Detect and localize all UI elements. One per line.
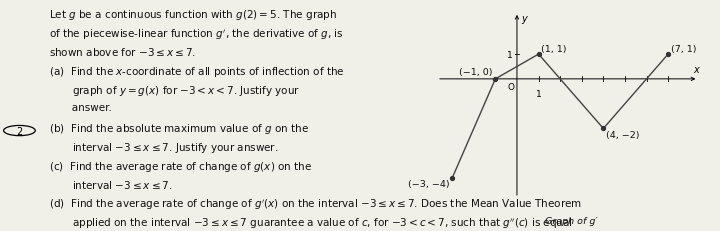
Text: x: x (693, 65, 699, 75)
Text: (a)  Find the $x$-coordinate of all points of inflection of the: (a) Find the $x$-coordinate of all point… (49, 65, 345, 79)
Text: (d)  Find the average rate of change of $g'(x)$ on the interval $-3 \leq x \leq : (d) Find the average rate of change of $… (49, 196, 582, 211)
Text: (1, 1): (1, 1) (541, 45, 566, 54)
Text: interval $-3 \leq x \leq 7$.: interval $-3 \leq x \leq 7$. (49, 179, 173, 191)
Text: of the piecewise-linear function $g'$, the derivative of $g$, is: of the piecewise-linear function $g'$, t… (49, 27, 343, 41)
Text: shown above for $-3 \leq x \leq 7$.: shown above for $-3 \leq x \leq 7$. (49, 46, 196, 58)
Text: y: y (521, 14, 526, 24)
Text: (4, −2): (4, −2) (606, 130, 639, 139)
Text: (−1, 0): (−1, 0) (459, 68, 492, 77)
Text: Graph of g′: Graph of g′ (545, 216, 597, 225)
Text: (c)  Find the average rate of change of $g(x)$ on the: (c) Find the average rate of change of $… (49, 160, 312, 173)
Text: graph of $y = g(x)$ for $-3 < x < 7$. Justify your: graph of $y = g(x)$ for $-3 < x < 7$. Ju… (49, 84, 300, 98)
Text: answer.: answer. (49, 103, 112, 113)
Text: applied on the interval $-3 \leq x \leq 7$ guarantee a value of $c$, for $-3 < c: applied on the interval $-3 \leq x \leq … (49, 215, 572, 230)
Text: 1: 1 (506, 50, 512, 59)
Text: 1: 1 (536, 90, 541, 99)
Text: 2: 2 (17, 126, 22, 136)
Text: O: O (508, 83, 514, 92)
Text: (7, 1): (7, 1) (671, 45, 697, 54)
Text: (b)  Find the absolute maximum value of $g$ on the: (b) Find the absolute maximum value of $… (49, 122, 309, 136)
Text: Let $g$ be a continuous function with $g(2) = 5$. The graph: Let $g$ be a continuous function with $g… (49, 8, 337, 22)
Text: (−3, −4): (−3, −4) (408, 179, 450, 188)
Text: interval $-3 \leq x \leq 7$. Justify your answer.: interval $-3 \leq x \leq 7$. Justify you… (49, 141, 279, 155)
